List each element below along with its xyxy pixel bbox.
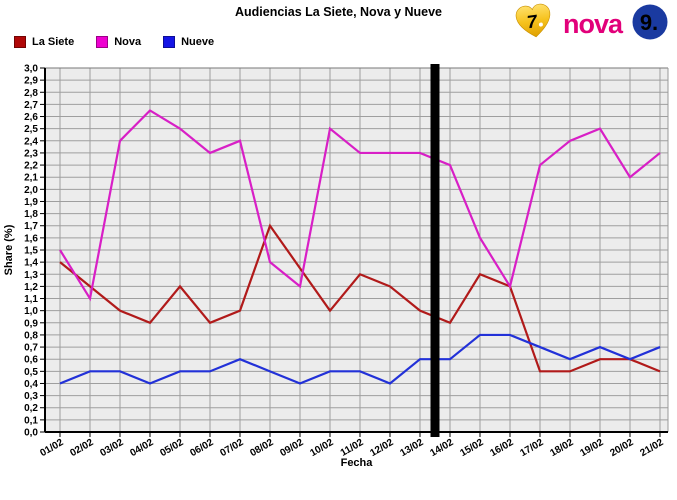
la-siete-heart-logo: 7 [514, 3, 554, 46]
svg-text:2,8: 2,8 [24, 88, 38, 99]
svg-text:11/02: 11/02 [339, 437, 366, 459]
nova-swatch-icon [96, 36, 109, 48]
svg-text:03/02: 03/02 [98, 437, 126, 459]
svg-text:0,8: 0,8 [24, 330, 38, 341]
nueve-circle-logo: 9. [631, 3, 669, 46]
svg-text:0,3: 0,3 [24, 391, 38, 402]
svg-text:1,1: 1,1 [24, 294, 38, 305]
svg-text:2,2: 2,2 [24, 161, 38, 172]
svg-text:1,2: 1,2 [24, 282, 38, 293]
la-siete-seven-glyph: 7 [526, 11, 540, 32]
legend-item-nueve: Nueve [163, 36, 214, 48]
svg-text:2,3: 2,3 [24, 148, 38, 159]
nueve-swatch-icon [163, 36, 176, 48]
event-marker-bar [430, 64, 440, 437]
heart-icon [515, 3, 551, 38]
svg-text:0,6: 0,6 [24, 355, 38, 366]
chart-legend: La Siete Nova Nueve [14, 36, 214, 48]
svg-text:21/02: 21/02 [638, 437, 666, 459]
nueve-circle-icon [632, 4, 668, 40]
svg-text:0,2: 0,2 [24, 403, 38, 414]
svg-text:19/02: 19/02 [578, 437, 606, 459]
series-nueve [59, 333, 661, 385]
nueve-nine-glyph: 9. [640, 10, 658, 35]
svg-text:2,4: 2,4 [24, 136, 38, 147]
legend-label: Nova [114, 36, 142, 48]
svg-text:10/02: 10/02 [308, 437, 336, 459]
svg-text:0,1: 0,1 [24, 415, 38, 426]
legend-label: La Siete [32, 36, 75, 48]
x-gridlines [59, 68, 661, 432]
svg-text:14/02: 14/02 [428, 437, 456, 459]
svg-text:3,0: 3,0 [24, 64, 38, 75]
series-nova [59, 109, 661, 302]
svg-text:06/02: 06/02 [188, 437, 216, 459]
svg-text:0,4: 0,4 [24, 379, 38, 390]
svg-text:1,7: 1,7 [24, 221, 38, 232]
svg-text:1,5: 1,5 [24, 246, 38, 257]
svg-text:2,5: 2,5 [24, 124, 38, 135]
svg-text:2,7: 2,7 [24, 100, 38, 111]
svg-text:0,5: 0,5 [24, 367, 38, 378]
svg-text:20/02: 20/02 [608, 437, 636, 459]
svg-text:2,0: 2,0 [24, 185, 38, 196]
svg-text:2,6: 2,6 [24, 112, 38, 123]
la-siete-swatch-icon [14, 36, 26, 48]
svg-text:1,6: 1,6 [24, 233, 38, 244]
svg-text:15/02: 15/02 [458, 437, 486, 459]
svg-text:01/02: 01/02 [38, 437, 66, 459]
legend-item-nova: Nova [96, 36, 141, 48]
svg-text:0,9: 0,9 [24, 318, 38, 329]
svg-text:07/02: 07/02 [218, 437, 246, 459]
svg-text:0,7: 0,7 [24, 343, 38, 354]
x-axis-ticks-labels: 01/02 02/02 03/02 04/02 05/02 06/02 07/02 08/02… [38, 432, 666, 459]
svg-text:1,8: 1,8 [24, 209, 38, 220]
svg-text:2,9: 2,9 [24, 76, 38, 87]
svg-text:2,1: 2,1 [24, 173, 38, 184]
svg-text:05/02: 05/02 [158, 437, 186, 459]
svg-text:13/02: 13/02 [398, 437, 426, 459]
channel-logos: 7 nova 9. [514, 3, 669, 46]
y-axis-title: Share (%) [3, 224, 15, 275]
nova-wordmark: nova [562, 9, 623, 39]
svg-text:12/02: 12/02 [368, 437, 396, 459]
svg-text:0,0: 0,0 [24, 428, 38, 439]
y-axis-ticks-labels: 0,00,10,20,30,40,50,60,70,80,91,01,11,21… [24, 64, 45, 439]
svg-text:17/02: 17/02 [518, 437, 546, 459]
svg-text:04/02: 04/02 [128, 437, 156, 459]
svg-text:1,4: 1,4 [24, 258, 38, 269]
svg-text:18/02: 18/02 [548, 437, 576, 459]
svg-text:1,0: 1,0 [24, 306, 38, 317]
svg-text:02/02: 02/02 [68, 437, 96, 459]
svg-text:09/02: 09/02 [278, 437, 306, 459]
legend-label: Nueve [181, 36, 215, 48]
svg-text:1,3: 1,3 [24, 270, 38, 281]
legend-item-la-siete: La Siete [14, 36, 74, 48]
svg-text:1,9: 1,9 [24, 197, 38, 208]
page-title: Audiencias La Siete, Nova y Nueve [234, 5, 443, 19]
svg-text:16/02: 16/02 [488, 437, 516, 459]
svg-text:08/02: 08/02 [248, 437, 276, 459]
series-la-siete [59, 223, 661, 373]
x-axis-title: Fecha [341, 457, 374, 469]
